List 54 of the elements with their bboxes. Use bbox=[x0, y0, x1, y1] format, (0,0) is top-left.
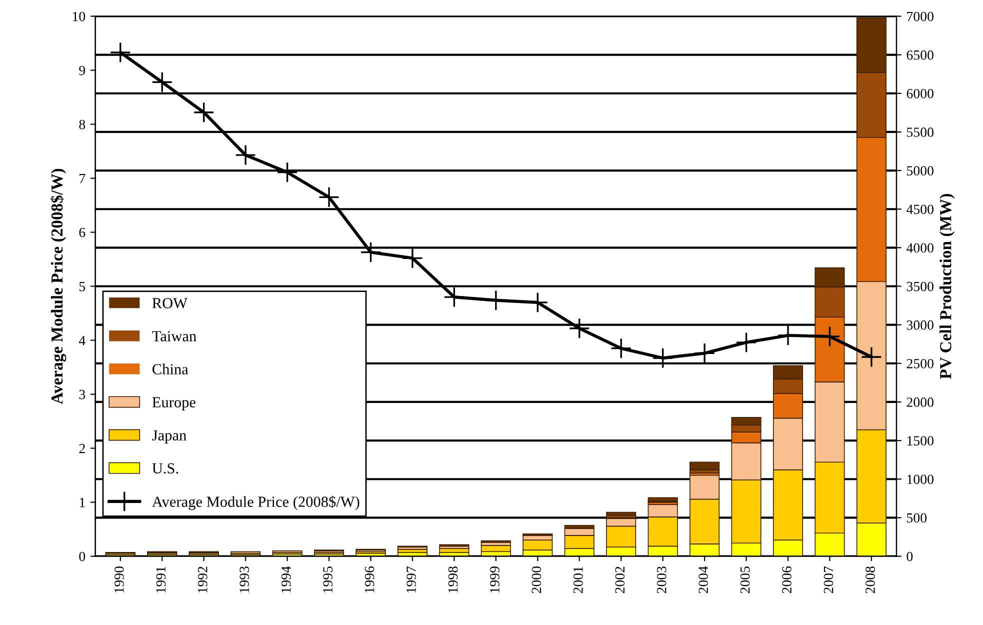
x-tick-label: 2000 bbox=[532, 566, 542, 594]
x-tick-label: 1995 bbox=[323, 566, 332, 593]
x-tick-label: 2002 bbox=[615, 566, 625, 594]
y-tick-label: 2 bbox=[79, 444, 85, 454]
legend-label: Japan bbox=[152, 430, 186, 444]
x-tick-label: 1990 bbox=[114, 566, 124, 593]
legend-label: ROW bbox=[152, 298, 188, 308]
x-tick-label: 2005 bbox=[740, 566, 750, 594]
y-tick-label: 8 bbox=[79, 120, 86, 130]
y2-tick-label: 3500 bbox=[906, 282, 934, 292]
legend-label: U.S. bbox=[152, 463, 178, 474]
y2-tick-label: 5000 bbox=[907, 166, 934, 176]
legend-label: China bbox=[152, 364, 188, 374]
y-tick-label: 0 bbox=[79, 552, 86, 562]
x-tick-label: 2004 bbox=[698, 566, 708, 594]
y2-tick-label: 6000 bbox=[906, 88, 934, 98]
x-tick-label: 1993 bbox=[240, 566, 250, 593]
y2-tick-label: 2500 bbox=[906, 358, 934, 368]
x-tick-label: 2001 bbox=[573, 566, 583, 594]
x-tick-label: 1997 bbox=[406, 566, 416, 593]
y2-tick-label: 500 bbox=[907, 513, 927, 523]
y-tick-label: 10 bbox=[72, 12, 86, 22]
y-axis-title: Average Module Price (2008$/W) bbox=[50, 168, 66, 404]
x-tick-label: 1998 bbox=[448, 566, 458, 593]
y-tick-label: 5 bbox=[79, 282, 86, 292]
y2-tick-label: 4500 bbox=[906, 204, 934, 214]
x-tick-label: 1999 bbox=[490, 566, 500, 593]
x-tick-label: 1991 bbox=[156, 566, 166, 593]
y-tick-label: 9 bbox=[79, 66, 86, 76]
y2-axis-title: PV Cell Production (MW) bbox=[940, 194, 955, 379]
y-tick-label: 1 bbox=[80, 498, 85, 508]
x-tick-label: 2003 bbox=[656, 566, 666, 594]
y2-tick-label: 3000 bbox=[906, 320, 934, 330]
x-tick-label: 1994 bbox=[281, 566, 291, 593]
y2-tick-label: 4000 bbox=[906, 243, 934, 253]
x-tick-label: 2006 bbox=[782, 566, 792, 594]
y2-tick-label: 6500 bbox=[906, 50, 934, 60]
y2-tick-label: 1500 bbox=[907, 436, 934, 446]
y2-tick-label: 2000 bbox=[906, 398, 934, 407]
y2-tick-label: 0 bbox=[906, 552, 913, 562]
x-tick-label: 1992 bbox=[198, 566, 208, 593]
y-tick-label: 4 bbox=[78, 336, 86, 346]
x-tick-label: 2007 bbox=[824, 566, 834, 594]
x-tick-label: 2008 bbox=[866, 566, 875, 594]
y2-tick-label: 7000 bbox=[907, 12, 934, 22]
y-tick-label: 6 bbox=[79, 228, 86, 238]
legend-label: Europe bbox=[152, 397, 196, 411]
x-tick-label: 1996 bbox=[364, 566, 374, 593]
y2-tick-label: 1000 bbox=[907, 474, 934, 484]
y-tick-label: 7 bbox=[80, 174, 86, 184]
legend-label: Average Module Price (2008$/W) bbox=[152, 496, 360, 510]
y-tick-label: 3 bbox=[79, 390, 86, 400]
y2-tick-label: 5500 bbox=[907, 128, 934, 137]
legend-label: Taiwan bbox=[152, 331, 196, 342]
